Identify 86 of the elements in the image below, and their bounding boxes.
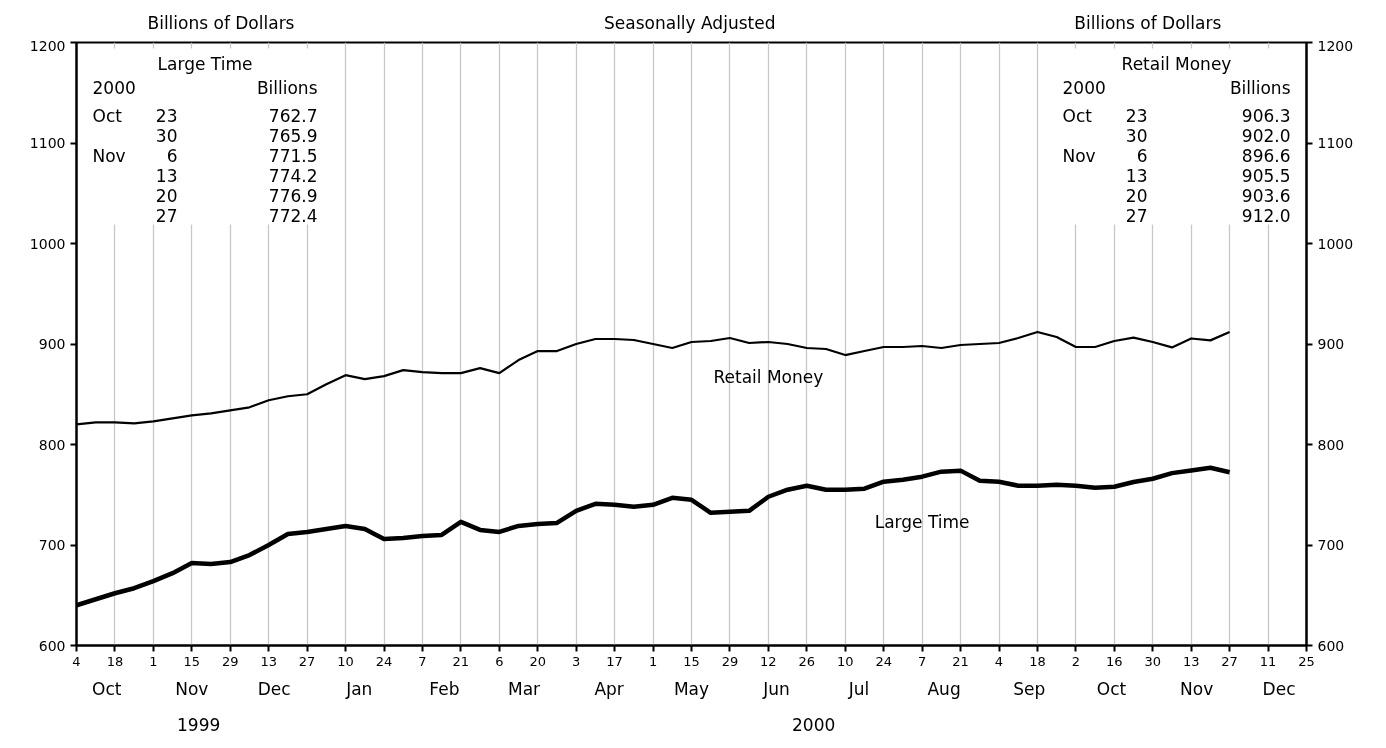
x2-tick-label: Apr xyxy=(594,678,624,699)
y-tick-label: 800 xyxy=(38,436,66,453)
y-tick-label: 1200 xyxy=(29,37,66,54)
y-tick-label: 1000 xyxy=(29,235,66,252)
text: 30 765.9 xyxy=(155,126,318,146)
x-tick-label: 13 xyxy=(260,653,277,669)
x-tick-label: 29 xyxy=(221,653,239,669)
x-tick-label: 10 xyxy=(836,653,854,669)
x-tick-label: 1 xyxy=(648,653,658,669)
chart-title: Seasonally Adjusted xyxy=(604,12,776,33)
x-tick-label: 30 xyxy=(1144,653,1162,669)
x2-tick-label: Aug xyxy=(927,678,961,699)
x2-tick-label: Nov xyxy=(1180,678,1214,699)
x2-tick-label: May xyxy=(673,678,710,699)
x-tick-label: 4 xyxy=(72,653,81,669)
x-tick-label: 17 xyxy=(606,653,623,669)
y2-tick-label: 1100 xyxy=(1317,135,1354,151)
text: Nov 6 896.6 xyxy=(1062,145,1291,166)
x-tick-label: 12 xyxy=(760,653,777,669)
x-tick-label: 11 xyxy=(1259,653,1277,669)
x-tick-label: 1 xyxy=(149,653,158,669)
x-tick-label: 15 xyxy=(683,653,700,669)
x2-tick-label: Dec xyxy=(1262,678,1296,699)
y-tick-label: 1100 xyxy=(29,135,66,151)
x-tick-label: 26 xyxy=(798,653,816,669)
series-label: Large Time xyxy=(874,511,970,532)
x2-tick-label: Mar xyxy=(507,678,541,699)
text: 20 776.9 xyxy=(155,186,318,206)
x2-tick-label: Nov xyxy=(175,678,209,699)
x-tick-label: 7 xyxy=(917,653,927,669)
x2-tick-label: Oct xyxy=(92,678,122,699)
x2-tick-label: Sep xyxy=(1013,678,1046,699)
x-tick-label: 27 xyxy=(298,653,316,669)
x-tick-label: 27 xyxy=(1221,653,1238,669)
x-tick-label: 20 xyxy=(529,653,547,669)
text: 2000 xyxy=(792,714,836,735)
series-label: Retail Money xyxy=(713,366,824,387)
y2-tick-label: 800 xyxy=(1317,436,1345,453)
x-tick-label: 13 xyxy=(1182,653,1200,669)
x-tick-label: 6 xyxy=(495,653,504,669)
y-axis-title: Billions of Dollars xyxy=(147,12,295,33)
x2-tick-label: Jun xyxy=(762,678,790,699)
x-tick-label: 2 xyxy=(1071,653,1081,669)
x-tick-label: 29 xyxy=(721,653,739,669)
text: 20 903.6 xyxy=(1125,186,1291,206)
y2-tick-label: 1200 xyxy=(1317,37,1354,54)
text: 27 912.0 xyxy=(1125,206,1291,226)
text: 27 772.4 xyxy=(155,206,318,226)
text: Billions xyxy=(256,77,318,98)
text: Oct 23 906.3 xyxy=(1062,105,1291,126)
y-tick-label: 700 xyxy=(38,537,66,553)
y2-tick-label: 600 xyxy=(1317,637,1345,654)
annotation: Retail Money xyxy=(1121,53,1232,74)
annotation: Large Time xyxy=(157,53,253,74)
text: 30 902.0 xyxy=(1125,126,1291,146)
y2-tick-label: 1000 xyxy=(1317,235,1354,252)
y2-tick-label: 900 xyxy=(1317,336,1345,352)
y-tick-label: 600 xyxy=(38,637,66,654)
x-tick-label: 24 xyxy=(875,653,892,669)
x-tick-label: 21 xyxy=(452,653,470,669)
x-tick-label: 21 xyxy=(952,653,969,669)
x-tick-label: 15 xyxy=(183,653,201,669)
text: 13 905.5 xyxy=(1125,166,1291,186)
x-tick-label: 18 xyxy=(106,653,124,669)
x-tick-label: 24 xyxy=(375,653,393,669)
x2-tick-label: Dec xyxy=(257,678,291,699)
text: 2000 Billions xyxy=(1062,77,1291,98)
text: Oct 23 762.7 xyxy=(92,105,318,126)
text: 1999 xyxy=(177,714,221,735)
x2-tick-label: Jul xyxy=(847,678,870,699)
x-tick-label: 18 xyxy=(1029,653,1046,669)
text: 13 774.2 xyxy=(155,166,318,186)
annotation: 2000 xyxy=(92,78,136,98)
text: Nov 6 771.5 xyxy=(92,145,318,166)
x-tick-label: 10 xyxy=(337,653,354,669)
x-tick-label: 16 xyxy=(1106,653,1123,669)
y2-tick-label: 700 xyxy=(1317,537,1345,553)
x2-tick-label: Feb xyxy=(429,678,460,699)
x2-tick-label: Oct xyxy=(1096,678,1127,699)
x2-tick-label: Jan xyxy=(345,678,373,699)
x-tick-label: 7 xyxy=(418,653,427,669)
x-tick-label: 25 xyxy=(1298,653,1315,669)
x-tick-label: 3 xyxy=(572,653,581,669)
y-tick-label: 900 xyxy=(38,336,66,352)
y2-axis-title: Billions of Dollars xyxy=(1074,12,1222,33)
x-tick-label: 4 xyxy=(994,653,1004,669)
